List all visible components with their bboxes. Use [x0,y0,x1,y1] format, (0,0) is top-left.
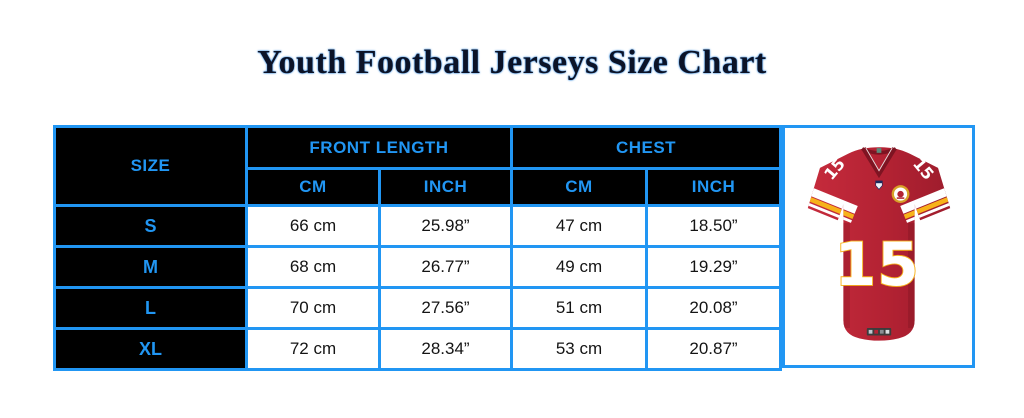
table-row-l: L 70 cm 27.56” 51 cm 20.08” [53,286,782,330]
chest-cm-value: 49 cm [510,245,648,289]
header-row-units: CM INCH CM INCH [55,167,782,207]
size-chart-table: SIZE FRONT LENGTH CHEST CM INCH CM INCH … [53,125,782,371]
front-length-cm-value: 72 cm [245,327,381,371]
jersey-illustration: 15 15 15 [807,146,950,341]
column-header-front-inch: INCH [378,167,513,207]
chest-inch-value: 18.50” [645,204,782,248]
column-header-chest-cm: CM [510,167,648,207]
size-chart-section: SIZE FRONT LENGTH CHEST CM INCH CM INCH … [53,125,975,371]
mesh-panel-right [907,222,916,328]
front-length-inch-value: 27.56” [378,286,513,330]
column-header-chest-inch: INCH [645,167,782,207]
column-group-chest: CHEST [510,125,782,170]
chest-inch-value: 19.29” [645,245,782,289]
jock-tag [866,327,891,336]
size-label: L [53,286,248,330]
size-label: M [53,245,248,289]
size-label: S [53,204,248,248]
header-row-groups: SIZE FRONT LENGTH CHEST [53,125,782,207]
page-title: Youth Football Jerseys Size Chart [257,44,767,81]
front-length-inch-value: 28.34” [378,327,513,371]
size-label: XL [53,327,248,371]
nfl-shield-logo [874,180,883,190]
jersey-product-image: 15 15 15 [782,125,975,368]
column-header-front-cm: CM [245,167,381,207]
chest-number: 15 [834,229,919,299]
front-length-inch-value: 26.77” [378,245,513,289]
front-length-cm-value: 66 cm [245,204,381,248]
mesh-panel-left [841,222,850,328]
front-length-cm-value: 70 cm [245,286,381,330]
team-patch [891,184,909,203]
chest-inch-value: 20.08” [645,286,782,330]
table-row-m: M 68 cm 26.77” 49 cm 19.29” [53,245,782,289]
swoosh-logo [914,219,932,230]
table-row-s: S 66 cm 25.98” 47 cm 18.50” [53,204,782,248]
chest-cm-value: 51 cm [510,286,648,330]
chest-cm-value: 47 cm [510,204,648,248]
front-length-inch-value: 25.98” [378,204,513,248]
front-length-cm-value: 68 cm [245,245,381,289]
hanger-loop [876,147,881,153]
collar-trim [864,147,893,172]
column-group-front-length: FRONT LENGTH [245,125,513,170]
chest-cm-value: 53 cm [510,327,648,371]
chest-inch-value: 20.87” [645,327,782,371]
column-header-size: SIZE [53,125,248,207]
table-row-xl: XL 72 cm 28.34” 53 cm 20.87” [53,327,782,371]
